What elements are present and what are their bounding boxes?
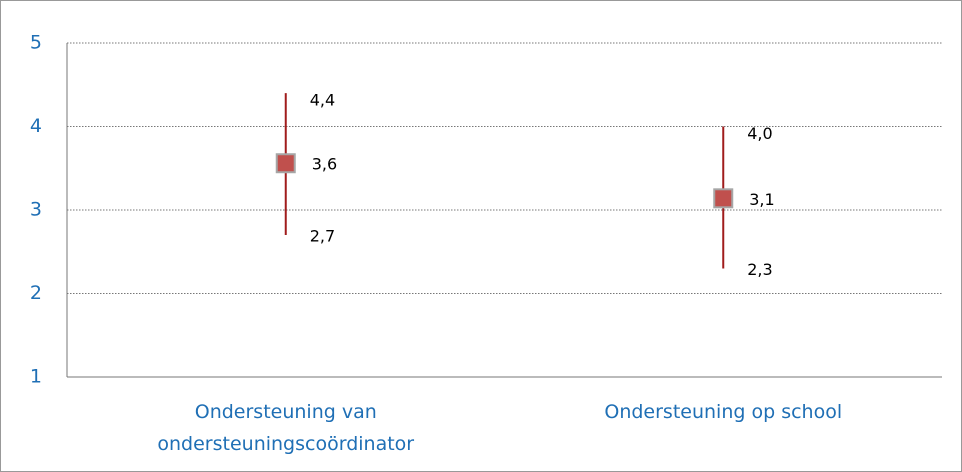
high-label: 4,4 (310, 91, 335, 110)
mean-label: 3,1 (749, 190, 774, 209)
y-tick-label: 4 (30, 115, 42, 137)
low-label: 2,7 (310, 227, 335, 246)
y-tick-label: 2 (30, 282, 42, 304)
x-tick-label: Ondersteuning op school (604, 401, 843, 423)
mean-label: 3,6 (312, 155, 337, 174)
y-tick-label: 5 (30, 32, 42, 54)
low-label: 2,3 (747, 260, 772, 279)
y-tick-label: 3 (30, 199, 42, 221)
high-label: 4,0 (747, 124, 772, 143)
y-tick-label: 1 (30, 366, 42, 388)
mean-marker (713, 188, 734, 209)
mean-marker (275, 153, 296, 174)
x-tick-label: Ondersteuning van ondersteuningscoördina… (157, 401, 415, 455)
